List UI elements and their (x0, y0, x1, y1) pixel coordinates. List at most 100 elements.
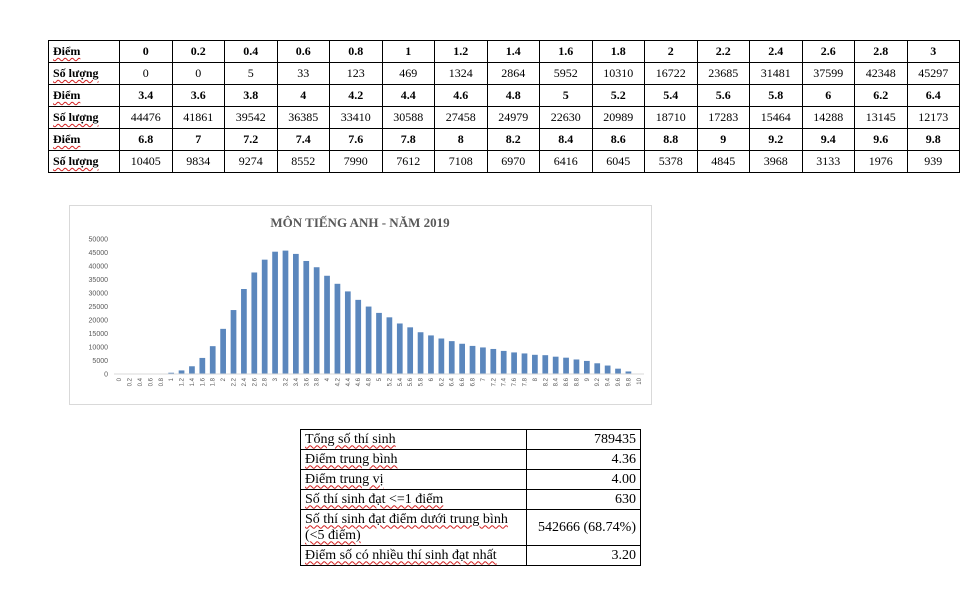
bar (386, 317, 393, 374)
table-cell: 1.6 (539, 40, 593, 63)
table-cell: 16722 (644, 62, 698, 85)
y-tick-label: 40000 (89, 264, 109, 271)
x-tick-label: 7.2 (491, 377, 497, 386)
table-cell: 30588 (381, 106, 435, 129)
table-cell: 44476 (119, 106, 173, 129)
summary-label: Điểm trung bình (300, 449, 527, 470)
table-cell: 6 (801, 84, 855, 107)
table-cell: 0 (119, 40, 173, 63)
summary-value: 542666 (68.74%) (526, 509, 641, 546)
table-cell: 9.2 (749, 128, 803, 151)
table-cell: 13145 (854, 106, 908, 129)
table-cell: 6.8 (119, 128, 173, 151)
x-tick-label: 4.6 (356, 377, 362, 386)
x-tick-label: 2.8 (263, 377, 269, 386)
table-cell: 5 (224, 62, 278, 85)
table-cell: 6.2 (854, 84, 908, 107)
table-cell: 41861 (171, 106, 225, 129)
table-cell: 27458 (434, 106, 488, 129)
bar (230, 310, 237, 374)
table-cell: 3.8 (224, 84, 278, 107)
x-tick-label: 4.4 (346, 377, 352, 386)
y-tick-label: 30000 (89, 291, 109, 298)
summary-label: Điểm số có nhiều thí sinh đạt nhất (300, 545, 527, 566)
x-tick-label: 6.8 (471, 377, 477, 386)
x-tick-label: 0.8 (159, 377, 165, 386)
bar (542, 355, 549, 374)
table-cell: 4 (276, 84, 330, 107)
x-tick-label: 7.6 (512, 377, 518, 386)
table-cell: 7.6 (329, 128, 383, 151)
bar (334, 283, 341, 374)
y-tick-label: 45000 (89, 250, 109, 257)
row-header-count: Số lượng (48, 150, 120, 173)
summary-row: Điểm trung vị 4.00 (300, 469, 641, 490)
table-cell: 31481 (749, 62, 803, 85)
table-cell: 9 (696, 128, 750, 151)
x-tick-label: 5 (377, 377, 383, 381)
table-row: Số lượng 0 0 5 33 123 469 1324 2864 5952 10310 1672… (48, 62, 960, 85)
x-tick-label: 6.2 (439, 377, 445, 386)
bar (261, 259, 268, 374)
bar (480, 347, 486, 374)
bar (448, 341, 455, 374)
x-tick-label: 3.2 (283, 377, 289, 386)
table-cell: 23685 (696, 62, 750, 85)
table-cell: 37599 (801, 62, 855, 85)
table-cell: 5952 (539, 62, 593, 85)
x-tick-label: 7 (481, 377, 487, 381)
table-cell: 939 (906, 150, 960, 173)
x-tick-label: 10 (637, 377, 643, 384)
table-cell: 0 (171, 62, 225, 85)
bar (199, 357, 206, 374)
table-row: Điểm 3.4 3.6 3.8 4 4.2 4.4 4.6 4.8 5 5.2 5.4 5.6 5.8 6… (48, 84, 960, 107)
table-cell: 15464 (749, 106, 803, 129)
table-cell: 20989 (591, 106, 645, 129)
summary-label: Điểm trung vị (300, 469, 527, 490)
table-cell: 12173 (906, 106, 960, 129)
bar (168, 372, 175, 374)
row-header-label: Số lượng (53, 154, 99, 168)
score-table-body: Điểm 0 0.2 0.4 0.6 0.8 1 1.2 1.4 1.6 1.8 2 2.2 2.4 2.6… (48, 40, 960, 173)
summary-value: 3.20 (526, 545, 641, 566)
bar (365, 306, 372, 374)
x-tick-label: 5.8 (419, 377, 425, 386)
bars (137, 250, 642, 374)
table-cell: 5.6 (696, 84, 750, 107)
table-cell: 4.8 (486, 84, 540, 107)
x-tick-label: 9.8 (626, 377, 632, 386)
table-cell: 1.8 (591, 40, 645, 63)
table-cell: 33 (276, 62, 330, 85)
table-cell: 24979 (486, 106, 540, 129)
summary-label-text: Số thí sinh đạt điểm dưới trung bình (<5… (305, 511, 508, 543)
summary-label-text: Điểm trung bình (305, 451, 398, 467)
summary-label-text: Điểm trung vị (305, 471, 384, 487)
row-header-score: Điểm (48, 84, 120, 107)
table-cell: 2.6 (801, 40, 855, 63)
x-tick-label: 0.2 (128, 377, 134, 386)
table-cell: 3133 (801, 150, 855, 173)
table-cell: 4.6 (434, 84, 488, 107)
table-cell: 5378 (644, 150, 698, 173)
table-cell: 3.4 (119, 84, 173, 107)
bar (303, 260, 310, 374)
x-tick-label: 8.2 (543, 377, 549, 386)
table-cell: 18710 (644, 106, 698, 129)
y-axis: 0 5000 10000 15000 20000 25000 30000 35000 40000… (89, 237, 109, 379)
x-tick-label: 6.6 (460, 377, 466, 386)
bar (189, 366, 195, 374)
summary-value: 789435 (526, 429, 641, 450)
row-header-score: Điểm (48, 128, 120, 151)
table-cell: 5 (539, 84, 593, 107)
table-cell: 6045 (591, 150, 645, 173)
table-cell: 5.4 (644, 84, 698, 107)
table-row: Số lượng 44476 41861 39542 36385 33410 30588 27… (48, 106, 960, 129)
y-tick-label: 20000 (89, 318, 109, 325)
bar-chart: MÔN TIẾNG ANH - NĂM 2019 050001000015000… (89, 215, 644, 386)
y-tick-label: 50000 (89, 237, 109, 244)
x-tick-label: 1.8 (211, 377, 217, 386)
bar (241, 289, 247, 374)
table-cell: 4.4 (381, 84, 435, 107)
x-tick-label: 5.6 (408, 377, 414, 386)
bar (521, 353, 528, 374)
